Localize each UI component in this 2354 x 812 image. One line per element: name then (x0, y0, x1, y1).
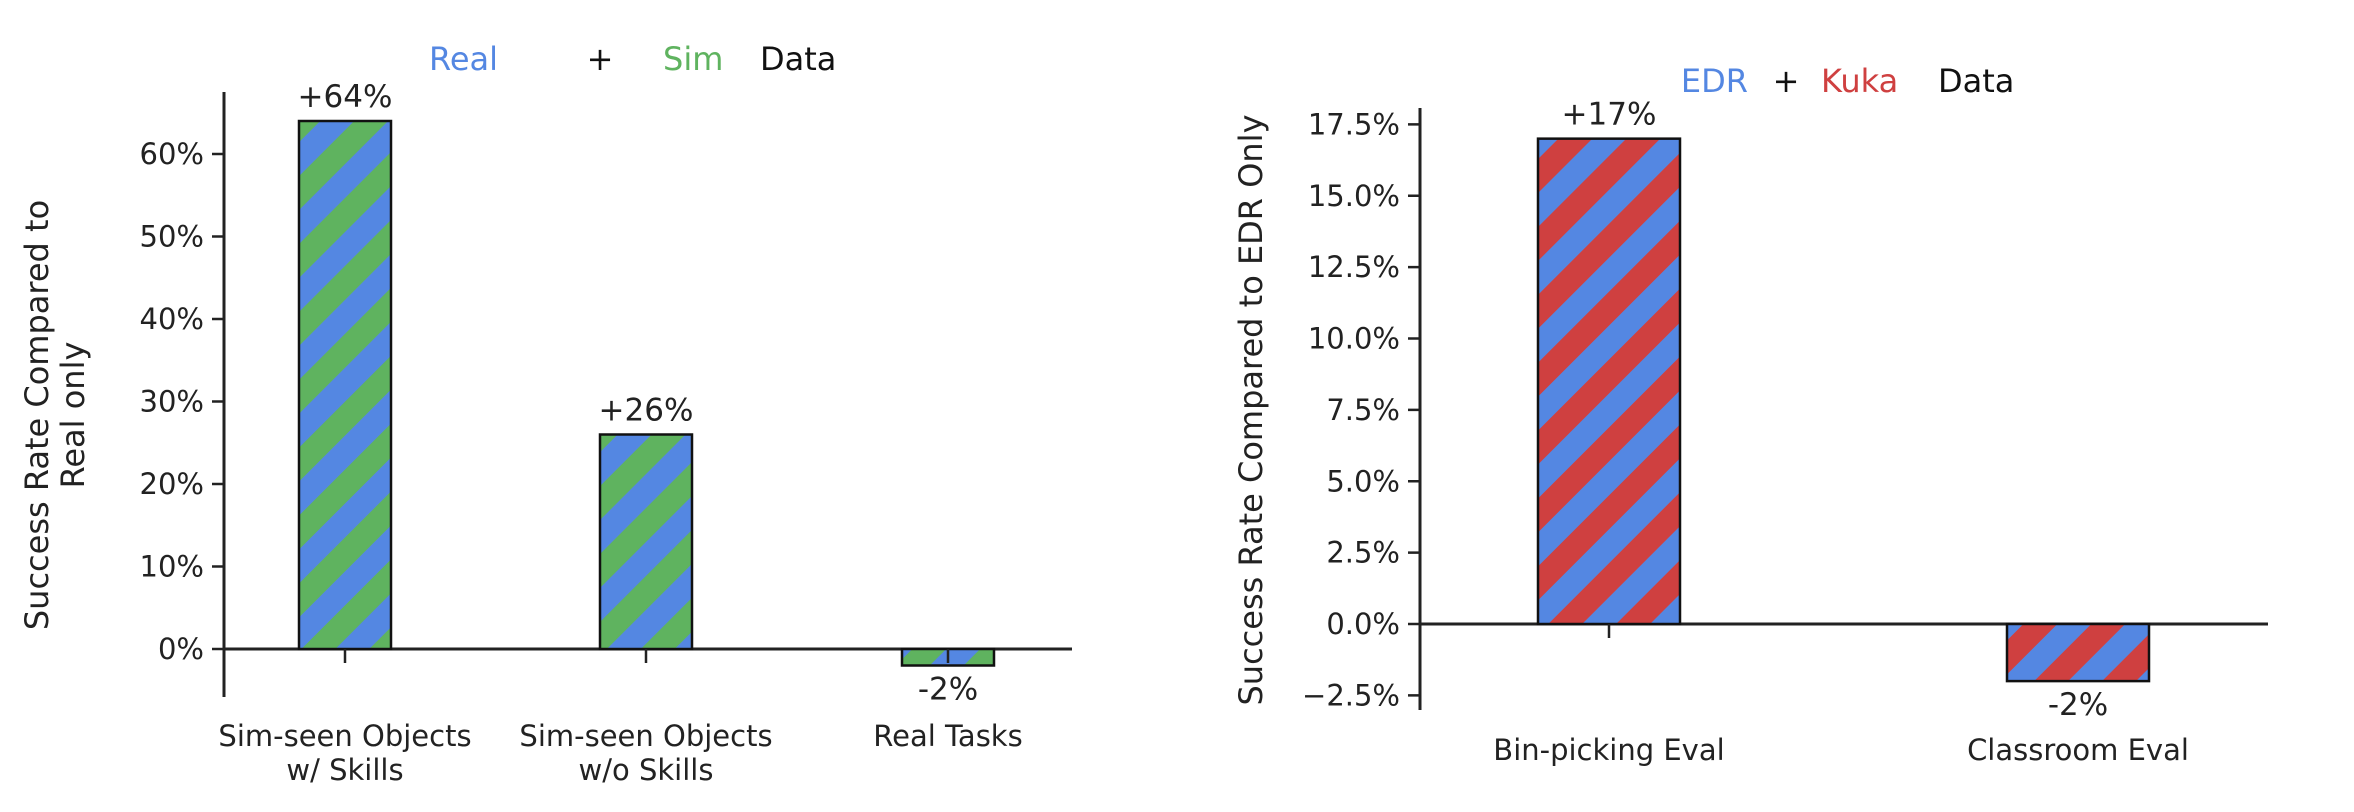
y-tick-label: 30% (140, 385, 204, 419)
bar-value-label: -2% (918, 672, 978, 708)
y-axis-label: Success Rate Compared to EDR Only (1232, 114, 1270, 705)
y-axis-label-line: Real only (54, 342, 92, 489)
y-tick-label: 12.5% (1308, 250, 1400, 284)
chart-title-part: + (1773, 62, 1800, 100)
y-axis-label-line: Success Rate Compared to (18, 200, 56, 630)
x-category-label: Real Tasks (873, 719, 1022, 753)
chart-title-part: Data (760, 40, 836, 78)
chart-right: EDR + Kuka Data Success Rate Compared to EDR… (1232, 62, 2268, 767)
y-tick-label: 15.0% (1308, 179, 1400, 213)
x-category-label-line: Sim-seen Objects (218, 719, 471, 753)
y-tick-label: 5.0% (1326, 464, 1400, 498)
x-category-label-line: w/o Skills (579, 753, 714, 787)
y-tick-label: 50% (140, 220, 204, 254)
bar-value-label: +26% (599, 393, 694, 429)
x-category-label-line: Real Tasks (873, 719, 1022, 753)
x-category-label-line: Classroom Eval (1967, 733, 2189, 767)
y-axis-label: Success Rate Compared toReal only (18, 200, 92, 630)
x-category-label-line: Sim-seen Objects (519, 719, 772, 753)
chart-title-part: + (587, 40, 614, 78)
y-tick-label: 7.5% (1326, 393, 1400, 427)
chart-title-part: Data (1938, 62, 2014, 100)
bar (1536, 137, 1682, 626)
bar-value-label: +64% (298, 79, 393, 115)
chart-title-part: Real (429, 40, 498, 78)
y-tick-label: 10.0% (1308, 322, 1400, 356)
x-category-label: Classroom Eval (1967, 733, 2189, 767)
bar-value-label: +17% (1562, 97, 1657, 133)
y-axis-label-line: Success Rate Compared to EDR Only (1232, 114, 1270, 705)
chart-title-part: Sim (663, 40, 723, 78)
bar (2005, 622, 2151, 683)
y-tick-label: 60% (140, 137, 204, 171)
y-tick-label: 0.0% (1326, 607, 1400, 641)
y-tick-label: 40% (140, 302, 204, 336)
x-category-label-line: Bin-picking Eval (1493, 733, 1724, 767)
y-tick-label: 10% (140, 550, 204, 584)
x-category-label: Bin-picking Eval (1493, 733, 1724, 767)
y-tick-label: 20% (140, 467, 204, 501)
bar-value-label: -2% (2048, 687, 2108, 723)
y-tick-label: 2.5% (1326, 536, 1400, 570)
y-tick-label: 0% (158, 632, 204, 666)
x-category-label-line: w/ Skills (286, 753, 403, 787)
x-category-label: Sim-seen Objects w/o Skills (519, 719, 772, 787)
bar (297, 119, 393, 651)
y-tick-label: 17.5% (1308, 107, 1400, 141)
chart-title-part: EDR (1681, 62, 1748, 100)
chart-title-part: Kuka (1821, 62, 1898, 100)
bar (598, 433, 694, 651)
x-category-label: Sim-seen Objects w/ Skills (218, 719, 471, 787)
y-tick-label: −2.5% (1302, 678, 1400, 712)
